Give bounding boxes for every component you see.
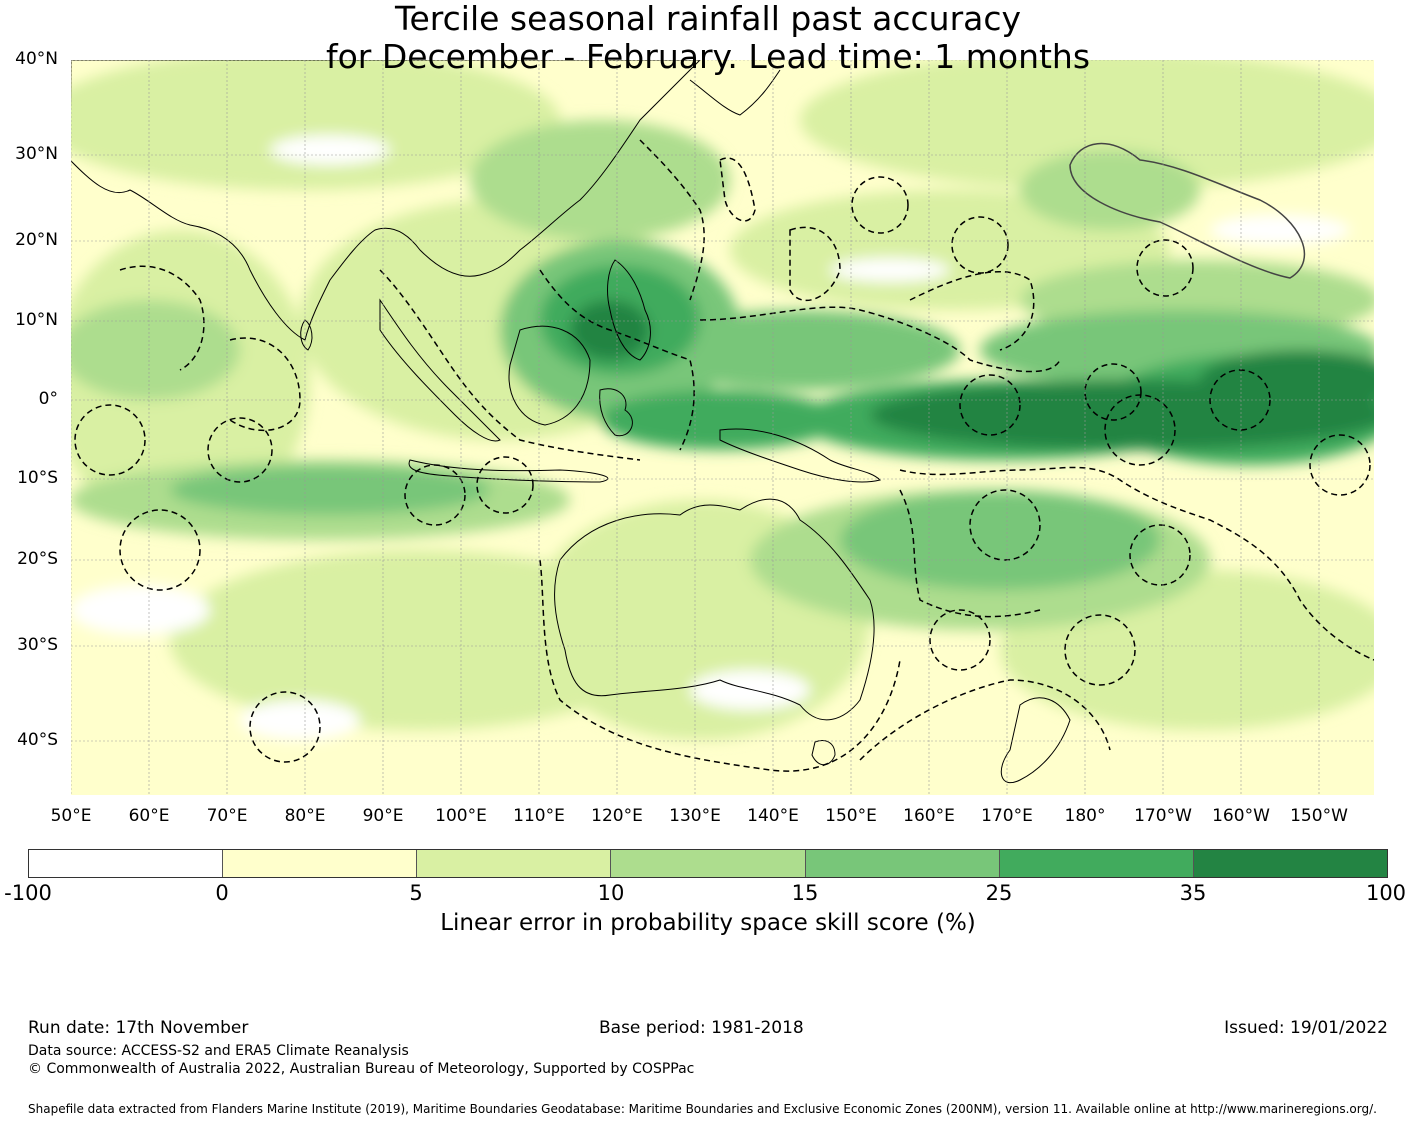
lat-label-10n: 10°N <box>15 310 58 330</box>
colorbar-tick: -100 <box>4 881 52 905</box>
skill-score-map <box>71 60 1374 795</box>
colorbar-segment-7 <box>1193 850 1387 877</box>
lat-label-40n: 40°N <box>15 49 58 69</box>
colorbar-segment-3 <box>417 850 612 877</box>
lat-label-equator: 0° <box>38 389 58 409</box>
colorbar-tick: 25 <box>985 881 1013 905</box>
shapefile-credit: Shapefile data extracted from Flanders M… <box>28 1102 1377 1116</box>
colorbar-segment-5 <box>805 850 1000 877</box>
colorbar-tick: 0 <box>215 881 229 905</box>
colorbar <box>28 849 1388 878</box>
asia-mainland-outline <box>71 60 701 341</box>
lon-label-150e: 150°E <box>825 806 877 826</box>
lat-label-20n: 20°N <box>15 230 58 250</box>
coastlines <box>71 60 1071 784</box>
japan-outline <box>689 69 781 116</box>
colorbar-segment-4 <box>611 850 806 877</box>
colorbar-tick: 5 <box>409 881 423 905</box>
graticule <box>71 60 1374 795</box>
lon-label-180: 180° <box>1064 806 1106 826</box>
hawaii-eez-boundary <box>1069 143 1306 279</box>
eez-boundaries <box>74 139 1374 772</box>
borneo-outline <box>508 325 591 426</box>
lon-label-170w: 170°W <box>1134 806 1192 826</box>
sri-lanka-outline <box>300 319 313 351</box>
copyright-notice: © Commonwealth of Australia 2022, Austra… <box>28 1061 695 1077</box>
data-source: Data source: ACCESS-S2 and ERA5 Climate … <box>28 1043 409 1059</box>
lat-label-30s: 30°S <box>17 635 58 655</box>
lon-label-120e: 120°E <box>591 806 643 826</box>
lat-label-20s: 20°S <box>17 549 58 569</box>
lon-label-60e: 60°E <box>128 806 170 826</box>
java-outline <box>408 459 609 483</box>
lon-label-140e: 140°E <box>747 806 799 826</box>
lon-label-130e: 130°E <box>669 806 721 826</box>
new-zealand-outline <box>1000 697 1071 784</box>
colorbar-segment-2 <box>223 850 418 877</box>
colorbar-tick: 15 <box>791 881 819 905</box>
map-title-line-1: Tercile seasonal rainfall past accuracy <box>394 0 1022 38</box>
run-date: Run date: 17th November <box>28 1018 249 1038</box>
map-title-line-2: for December - February. Lead time: 1 mo… <box>325 37 1091 76</box>
new-guinea-outline <box>719 428 881 483</box>
issued-date: Issued: 19/01/2022 <box>1224 1018 1388 1038</box>
lon-label-90e: 90°E <box>362 806 404 826</box>
lon-label-160e: 160°E <box>903 806 955 826</box>
colorbar-tick: 10 <box>597 881 625 905</box>
lon-label-80e: 80°E <box>284 806 326 826</box>
base-period: Base period: 1981-2018 <box>599 1018 804 1038</box>
lon-label-50e: 50°E <box>50 806 92 826</box>
philippines-outline <box>607 259 651 361</box>
lat-label-40s: 40°S <box>17 730 58 750</box>
sumatra-outline <box>379 298 501 442</box>
lon-label-100e: 100°E <box>435 806 487 826</box>
lon-label-110e: 110°E <box>513 806 565 826</box>
colorbar-segment-6 <box>999 850 1194 877</box>
australia-outline <box>554 498 875 721</box>
lon-label-160w: 160°W <box>1212 806 1270 826</box>
lat-label-10s: 10°S <box>17 468 58 488</box>
colorbar-label: Linear error in probability space skill … <box>440 910 976 936</box>
sulawesi-outline <box>599 388 633 437</box>
colorbar-tick: 35 <box>1179 881 1207 905</box>
lon-label-170e: 170°E <box>981 806 1033 826</box>
lat-label-30n: 30°N <box>15 144 58 164</box>
colorbar-tick: 100 <box>1365 881 1407 905</box>
lon-label-70e: 70°E <box>206 806 248 826</box>
colorbar-segment-1 <box>29 850 224 877</box>
lon-label-150w: 150°W <box>1290 806 1348 826</box>
